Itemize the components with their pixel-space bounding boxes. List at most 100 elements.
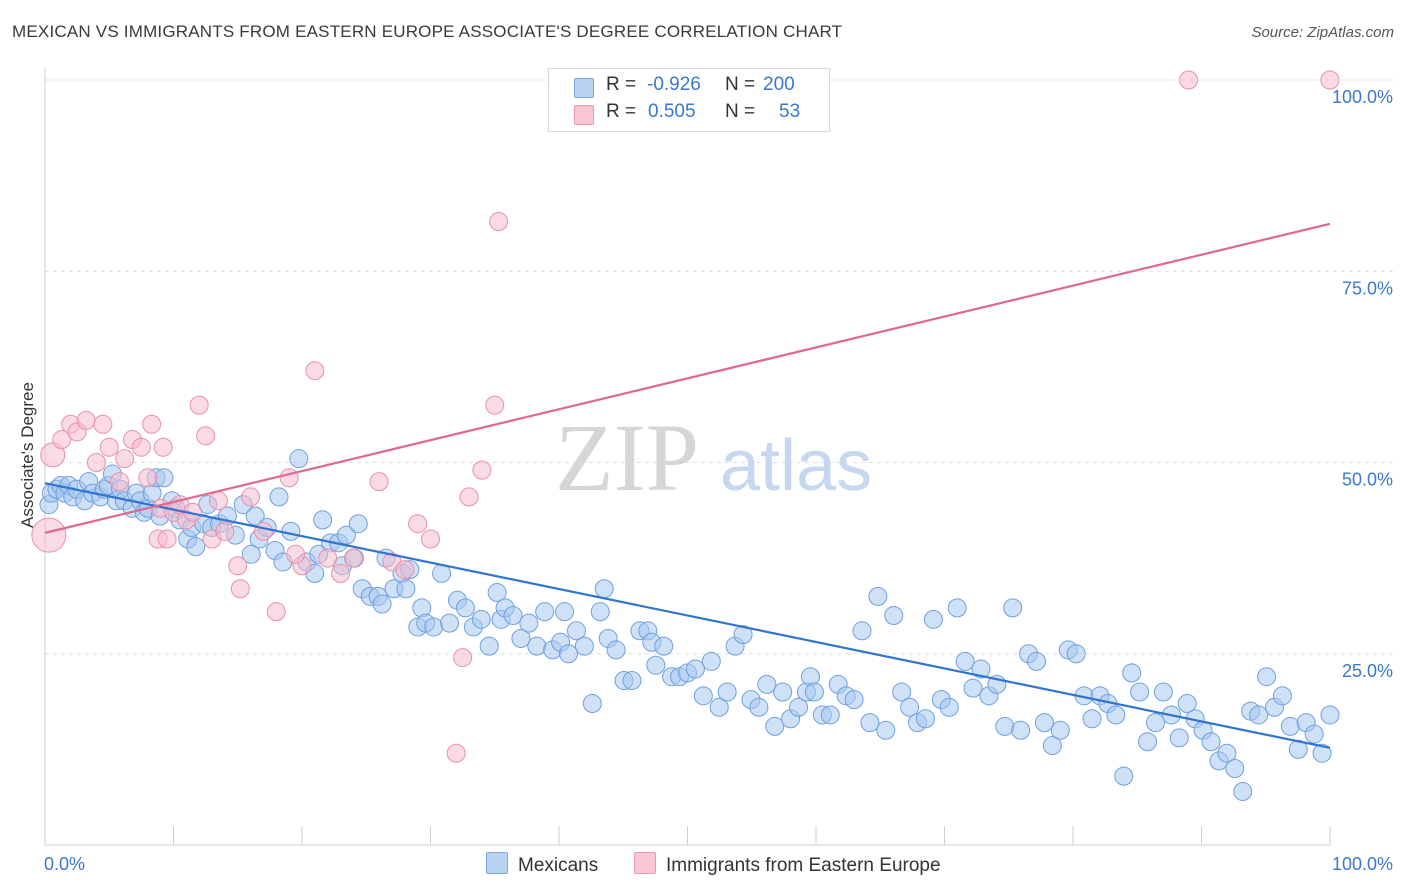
point-mexicans bbox=[860, 713, 880, 733]
point-mexicans bbox=[527, 636, 547, 656]
point-mexicans bbox=[186, 537, 206, 557]
point-mexicans bbox=[995, 716, 1015, 736]
bottom-legend-label-mexicans: Mexicans bbox=[518, 855, 599, 876]
point-eastern-europe bbox=[395, 560, 415, 580]
point-mexicans bbox=[1027, 651, 1047, 671]
point-mexicans bbox=[594, 579, 614, 599]
point-mexicans bbox=[1217, 743, 1237, 763]
point-mexicans bbox=[582, 693, 602, 713]
y-tick-label: 75.0% bbox=[1342, 278, 1393, 298]
point-eastern-europe bbox=[1320, 70, 1340, 90]
point-mexicans bbox=[566, 621, 586, 641]
bottom-legend-label-eastern-europe: Immigrants from Eastern Europe bbox=[666, 855, 941, 876]
point-mexicans bbox=[511, 628, 531, 648]
point-mexicans bbox=[440, 613, 460, 633]
point-mexicans bbox=[654, 636, 674, 656]
point-mexicans bbox=[154, 468, 174, 488]
point-mexicans bbox=[396, 579, 416, 599]
point-mexicans bbox=[789, 697, 809, 717]
point-mexicans bbox=[1177, 693, 1197, 713]
point-eastern-europe bbox=[286, 544, 306, 564]
point-mexicans bbox=[1050, 720, 1070, 740]
legend-swatch-blue bbox=[574, 78, 594, 98]
point-eastern-europe bbox=[215, 521, 235, 541]
point-mexicans bbox=[923, 609, 943, 629]
point-mexicans bbox=[1082, 709, 1102, 729]
gridlines bbox=[45, 79, 1395, 655]
point-eastern-europe bbox=[230, 579, 250, 599]
point-eastern-europe bbox=[52, 430, 72, 450]
y-tick-label: 100.0% bbox=[1332, 87, 1393, 107]
point-mexicans bbox=[424, 617, 444, 637]
point-mexicans bbox=[939, 697, 959, 717]
point-mexicans bbox=[1138, 732, 1158, 752]
point-mexicans bbox=[685, 659, 705, 679]
point-mexicans bbox=[1312, 743, 1332, 763]
x-tick-label: 0.0% bbox=[44, 854, 85, 874]
bottom-legend-swatch-blue bbox=[486, 852, 508, 874]
point-mexicans bbox=[884, 606, 904, 625]
point-eastern-europe bbox=[157, 529, 177, 549]
point-eastern-europe bbox=[453, 648, 473, 668]
point-mexicans bbox=[1130, 682, 1150, 702]
point-mexicans bbox=[1233, 781, 1253, 801]
y-axis-label: Associate's Degree bbox=[18, 382, 37, 528]
point-mexicans bbox=[900, 697, 920, 717]
legend-r-label: R = bbox=[606, 74, 637, 95]
series-eastern-europe bbox=[31, 70, 1340, 763]
point-mexicans bbox=[606, 640, 626, 660]
point-mexicans bbox=[915, 709, 935, 729]
point-mexicans bbox=[289, 449, 309, 469]
point-mexicans bbox=[844, 690, 864, 710]
point-mexicans bbox=[971, 659, 991, 679]
point-mexicans bbox=[519, 613, 539, 633]
point-eastern-europe bbox=[40, 442, 66, 468]
point-mexicans bbox=[1249, 705, 1269, 725]
point-eastern-europe bbox=[228, 556, 248, 576]
legend-n-label: N = bbox=[725, 101, 756, 122]
trendlines bbox=[44, 222, 1331, 749]
point-eastern-europe bbox=[31, 517, 67, 553]
point-eastern-europe bbox=[115, 449, 135, 469]
point-eastern-europe bbox=[421, 529, 440, 549]
point-mexicans bbox=[1106, 705, 1126, 725]
point-mexicans bbox=[1066, 644, 1086, 664]
point-mexicans bbox=[313, 510, 333, 530]
point-mexicans bbox=[479, 636, 499, 656]
point-mexicans bbox=[852, 621, 872, 641]
point-eastern-europe bbox=[1179, 70, 1199, 90]
watermark-zip: ZIP bbox=[555, 404, 699, 511]
point-mexicans bbox=[701, 651, 721, 671]
trendline-mexicans bbox=[44, 482, 1331, 749]
point-mexicans bbox=[1257, 667, 1277, 687]
point-mexicans bbox=[757, 674, 777, 694]
point-mexicans bbox=[1114, 766, 1134, 786]
point-mexicans bbox=[1225, 759, 1245, 778]
point-mexicans bbox=[555, 602, 575, 622]
stats-legend: R = -0.926 N = 200 R = 0.505 N = 53 bbox=[548, 68, 830, 132]
legend-n-value-pink: 53 bbox=[779, 101, 801, 122]
point-mexicans bbox=[1042, 736, 1062, 756]
point-eastern-europe bbox=[86, 453, 106, 472]
point-mexicans bbox=[1272, 686, 1292, 706]
point-eastern-europe bbox=[446, 743, 466, 763]
point-eastern-europe bbox=[369, 472, 389, 492]
point-mexicans bbox=[773, 682, 793, 702]
point-mexicans bbox=[559, 644, 579, 664]
point-mexicans bbox=[646, 655, 666, 675]
point-mexicans bbox=[693, 686, 713, 706]
point-eastern-europe bbox=[93, 414, 113, 434]
point-mexicans bbox=[1304, 724, 1324, 744]
point-mexicans bbox=[590, 602, 610, 622]
bottom-legend-mexicans: Mexicans bbox=[486, 852, 598, 877]
point-mexicans bbox=[1003, 598, 1023, 618]
trendline-eastern-europe bbox=[44, 222, 1331, 534]
point-mexicans bbox=[269, 487, 289, 507]
legend-r-value-pink: 0.505 bbox=[648, 101, 696, 122]
point-eastern-europe bbox=[189, 395, 209, 415]
point-mexicans bbox=[765, 716, 785, 736]
point-mexicans bbox=[709, 697, 729, 717]
point-mexicans bbox=[947, 598, 967, 618]
x-tick-label: 100.0% bbox=[1332, 854, 1393, 874]
